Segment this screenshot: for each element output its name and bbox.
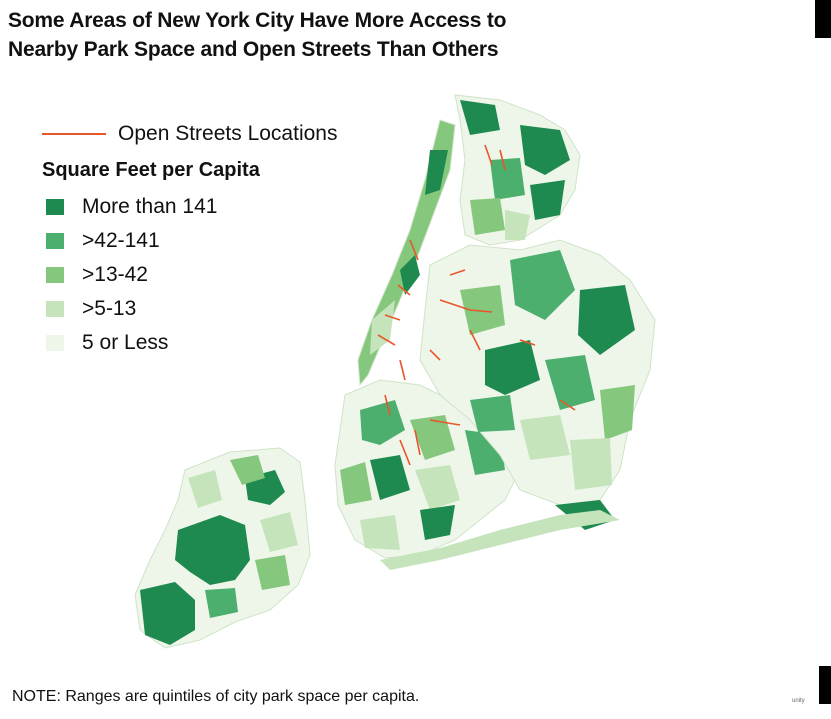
staten-island-park-2 — [140, 582, 195, 645]
legend-item-label: >5-13 — [82, 297, 137, 320]
legend-item-label: >42-141 — [82, 229, 160, 252]
legend-item: >5-13 — [42, 292, 337, 326]
brooklyn-area-5 — [420, 505, 455, 540]
queens-area-9 — [570, 438, 612, 490]
queens-area-2 — [578, 285, 635, 355]
legend-item: More than 141 — [42, 190, 337, 224]
open-street-line — [399, 359, 406, 381]
legend-item: >42-141 — [42, 224, 337, 258]
legend-item: 5 or Less — [42, 326, 337, 360]
brooklyn-area-6 — [340, 462, 372, 505]
brooklyn-area-4 — [415, 465, 460, 510]
legend-open-streets: Open Streets Locations — [42, 118, 337, 150]
open-street-line — [469, 309, 493, 313]
staten-island-area-4 — [255, 555, 290, 590]
legend-swatch — [46, 267, 64, 283]
legend-swatch — [46, 199, 64, 215]
open-street-line — [484, 144, 493, 166]
queens-area-5 — [460, 285, 505, 335]
open-street-line — [384, 314, 401, 321]
legend-swatch — [46, 233, 64, 249]
queens-area-7 — [470, 395, 515, 432]
credit: unity — [792, 698, 805, 704]
open-street-line — [399, 439, 411, 466]
open-streets-line-swatch — [42, 133, 106, 135]
legend-item-label: 5 or Less — [82, 331, 169, 354]
open-street-line — [519, 339, 536, 346]
title-line-1: Some Areas of New York City Have More Ac… — [8, 9, 507, 32]
bronx-park-1 — [520, 125, 570, 175]
corner-bar — [815, 0, 831, 38]
manhattan — [357, 119, 456, 387]
legend-swatch — [46, 335, 64, 351]
queens-area-1 — [510, 250, 575, 320]
queens — [380, 239, 656, 570]
staten-island-area-5 — [205, 588, 238, 618]
bronx-area-4 — [505, 210, 530, 240]
title-line-2: Nearby Park Space and Open Streets Than … — [8, 38, 499, 61]
open-street-line — [469, 329, 481, 351]
brooklyn-area-8 — [360, 515, 400, 550]
staten-island-park-1 — [175, 515, 250, 585]
open-street-line — [409, 239, 419, 261]
bronx-park-2 — [460, 100, 500, 135]
legend-item: >13-42 — [42, 258, 337, 292]
staten-island-area-2 — [188, 470, 222, 508]
legend: Open Streets Locations Square Feet per C… — [42, 118, 337, 360]
open-streets — [377, 144, 576, 466]
queens-area-3 — [485, 340, 540, 395]
open-street-line — [439, 299, 471, 311]
manhattan-area-midtown — [370, 300, 395, 355]
open-street-line — [449, 269, 466, 276]
brooklyn-area-1 — [360, 400, 405, 445]
open-street-line — [429, 419, 461, 426]
queens-area-4 — [545, 355, 595, 410]
open-street-line — [377, 334, 396, 346]
rockaway-peninsula — [380, 510, 620, 570]
brooklyn-area-3 — [370, 455, 410, 500]
note: NOTE: Ranges are quintiles of city park … — [12, 688, 420, 705]
open-street-line — [414, 429, 421, 456]
map-title: Some Areas of New York City Have More Ac… — [8, 6, 788, 64]
staten-island — [134, 447, 311, 649]
open-street-line — [397, 284, 411, 296]
queens-area-8 — [520, 415, 570, 460]
manhattan-central-park — [400, 255, 420, 295]
open-street-line — [559, 399, 576, 411]
open-street-line — [429, 349, 441, 361]
corner-bar-bottom — [819, 666, 831, 704]
legend-open-streets-label: Open Streets Locations — [118, 122, 338, 145]
queens-area-6 — [600, 385, 635, 440]
manhattan-park-north — [425, 150, 448, 195]
staten-island-area-1 — [230, 455, 265, 485]
bronx-area-3 — [470, 198, 505, 235]
open-street-line — [384, 394, 391, 416]
legend-heading: Square Feet per Capita — [42, 159, 260, 181]
staten-island-area-3 — [260, 512, 298, 552]
bronx — [454, 94, 581, 246]
bronx-area-1 — [490, 158, 525, 200]
legend-swatch — [46, 301, 64, 317]
bronx-area-2 — [530, 180, 565, 220]
legend-item-label: >13-42 — [82, 263, 148, 286]
legend-item-label: More than 141 — [82, 195, 218, 218]
brooklyn-area-2 — [410, 415, 455, 460]
open-street-line — [499, 149, 506, 171]
